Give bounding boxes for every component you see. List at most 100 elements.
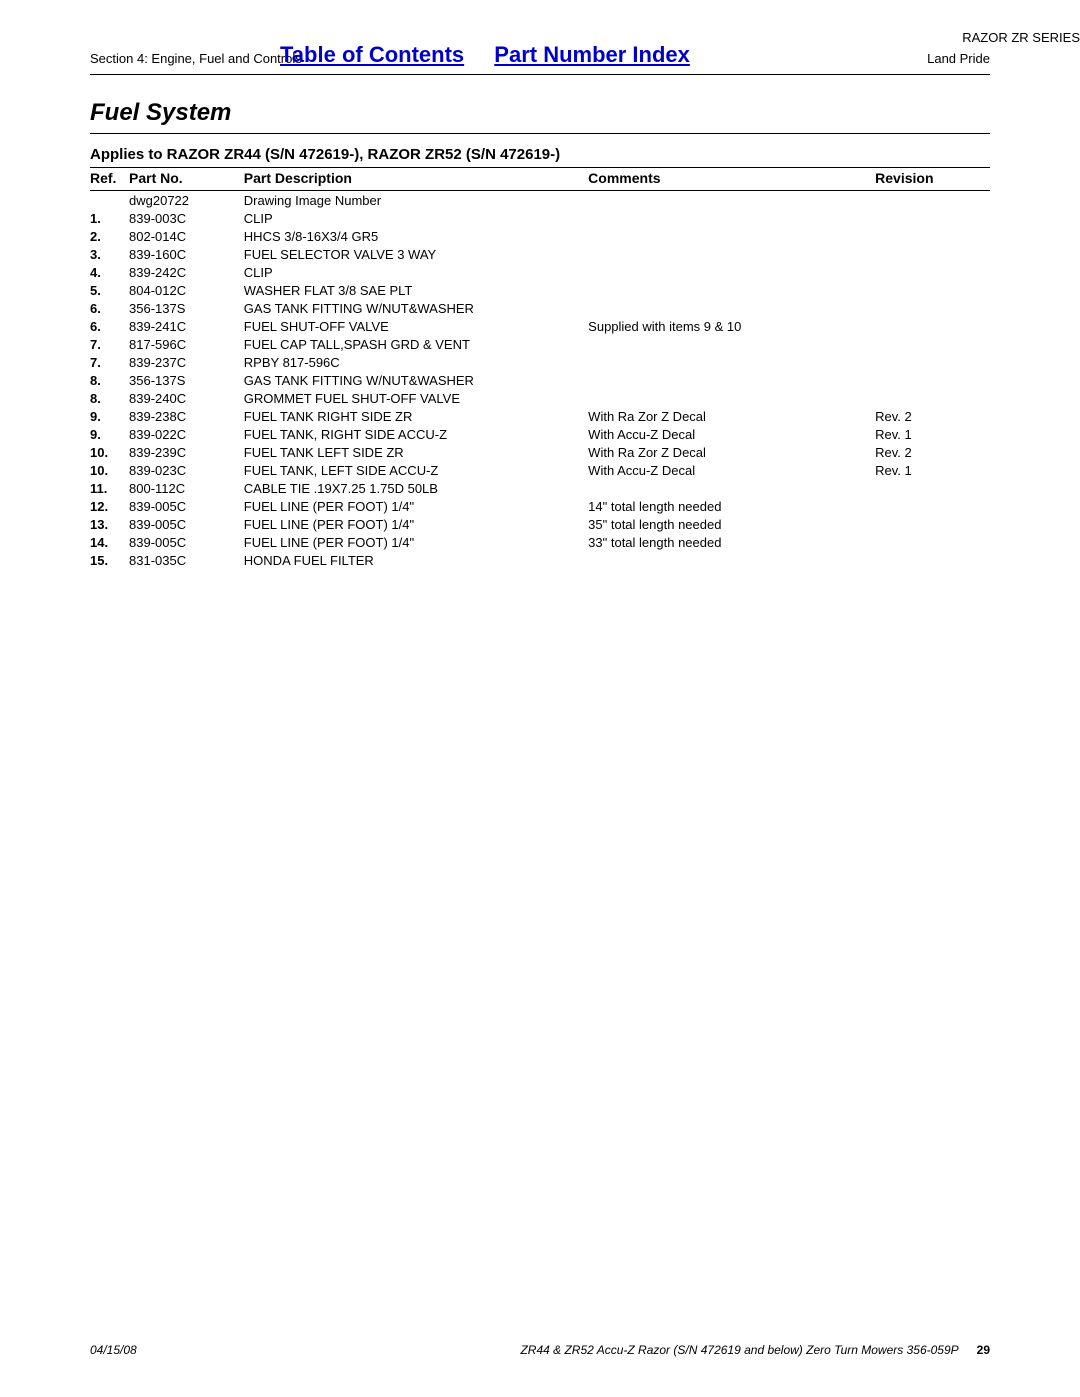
cell-desc: FUEL TANK, RIGHT SIDE ACCU-Z	[244, 425, 588, 443]
cell-ref: 14.	[90, 533, 129, 551]
cell-desc: WASHER FLAT 3/8 SAE PLT	[244, 281, 588, 299]
cell-comments	[588, 227, 875, 245]
cell-desc: RPBY 817-596C	[244, 353, 588, 371]
cell-desc: FUEL TANK LEFT SIDE ZR	[244, 443, 588, 461]
cell-partno: 839-237C	[129, 353, 244, 371]
cell-comments	[588, 335, 875, 353]
cell-partno: 802-014C	[129, 227, 244, 245]
title-rule	[90, 133, 990, 134]
cell-ref: 9.	[90, 425, 129, 443]
table-row: 15.831-035CHONDA FUEL FILTER	[90, 551, 990, 569]
table-row: dwg20722Drawing Image Number	[90, 191, 990, 210]
cell-partno: 839-022C	[129, 425, 244, 443]
cell-ref: 9.	[90, 407, 129, 425]
table-row: 3.839-160CFUEL SELECTOR VALVE 3 WAY	[90, 245, 990, 263]
cell-partno: 817-596C	[129, 335, 244, 353]
cell-revision: Rev. 2	[875, 407, 990, 425]
part-number-index-link[interactable]: Part Number Index	[494, 42, 690, 67]
cell-comments: 33" total length needed	[588, 533, 875, 551]
cell-comments	[588, 389, 875, 407]
cell-desc: FUEL LINE (PER FOOT) 1/4"	[244, 533, 588, 551]
section-label: Section 4: Engine, Fuel and Controls	[90, 51, 302, 66]
table-row: 13.839-005CFUEL LINE (PER FOOT) 1/4"35" …	[90, 515, 990, 533]
cell-ref: 11.	[90, 479, 129, 497]
cell-desc: FUEL SELECTOR VALVE 3 WAY	[244, 245, 588, 263]
cell-desc: CLIP	[244, 263, 588, 281]
cell-partno: 804-012C	[129, 281, 244, 299]
footer-doc: ZR44 & ZR52 Accu-Z Razor (S/N 472619 and…	[520, 1343, 958, 1357]
parts-table: Ref. Part No. Part Description Comments …	[90, 167, 990, 569]
cell-comments	[588, 245, 875, 263]
cell-comments	[588, 281, 875, 299]
cell-revision	[875, 299, 990, 317]
cell-desc: FUEL LINE (PER FOOT) 1/4"	[244, 515, 588, 533]
table-row: 7.817-596CFUEL CAP TALL,SPASH GRD & VENT	[90, 335, 990, 353]
header-links: Table of Contents Part Number Index	[280, 42, 714, 68]
col-header-desc: Part Description	[244, 168, 588, 191]
table-row: 10.839-023CFUEL TANK, LEFT SIDE ACCU-ZWi…	[90, 461, 990, 479]
cell-comments	[588, 191, 875, 210]
table-row: 1.839-003CCLIP	[90, 209, 990, 227]
cell-comments	[588, 353, 875, 371]
cell-desc: Drawing Image Number	[244, 191, 588, 210]
cell-comments	[588, 371, 875, 389]
table-row: 2.802-014CHHCS 3/8-16X3/4 GR5	[90, 227, 990, 245]
cell-ref: 5.	[90, 281, 129, 299]
cell-revision	[875, 335, 990, 353]
table-row: 5.804-012CWASHER FLAT 3/8 SAE PLT	[90, 281, 990, 299]
cell-comments	[588, 299, 875, 317]
table-row: 12.839-005CFUEL LINE (PER FOOT) 1/4"14" …	[90, 497, 990, 515]
table-row: 6.356-137SGAS TANK FITTING W/NUT&WASHER	[90, 299, 990, 317]
cell-ref: 6.	[90, 299, 129, 317]
cell-revision: Rev. 1	[875, 425, 990, 443]
cell-revision	[875, 353, 990, 371]
cell-partno: dwg20722	[129, 191, 244, 210]
cell-desc: FUEL TANK, LEFT SIDE ACCU-Z	[244, 461, 588, 479]
cell-revision	[875, 263, 990, 281]
cell-revision	[875, 227, 990, 245]
cell-partno: 839-240C	[129, 389, 244, 407]
table-row: 9.839-022CFUEL TANK, RIGHT SIDE ACCU-ZWi…	[90, 425, 990, 443]
cell-partno: 800-112C	[129, 479, 244, 497]
page-title: Fuel System	[90, 99, 990, 127]
cell-ref: 3.	[90, 245, 129, 263]
table-head: Ref. Part No. Part Description Comments …	[90, 168, 990, 191]
col-header-comments: Comments	[588, 168, 875, 191]
cell-comments	[588, 209, 875, 227]
cell-comments: 14" total length needed	[588, 497, 875, 515]
table-row: 10.839-239CFUEL TANK LEFT SIDE ZRWith Ra…	[90, 443, 990, 461]
series-label: RAZOR ZR SERIES	[962, 30, 1080, 45]
cell-ref: 4.	[90, 263, 129, 281]
table-row: 4.839-242CCLIP	[90, 263, 990, 281]
cell-partno: 839-023C	[129, 461, 244, 479]
cell-comments	[588, 479, 875, 497]
cell-desc: GROMMET FUEL SHUT-OFF VALVE	[244, 389, 588, 407]
col-header-revision: Revision	[875, 168, 990, 191]
cell-revision: Rev. 1	[875, 461, 990, 479]
cell-partno: 839-241C	[129, 317, 244, 335]
cell-partno: 839-005C	[129, 533, 244, 551]
cell-desc: CLIP	[244, 209, 588, 227]
page-footer: 04/15/08 ZR44 & ZR52 Accu-Z Razor (S/N 4…	[90, 1343, 990, 1357]
table-row: 14.839-005CFUEL LINE (PER FOOT) 1/4"33" …	[90, 533, 990, 551]
cell-revision	[875, 497, 990, 515]
page-header: Section 4: Engine, Fuel and Controls Tab…	[90, 40, 990, 68]
cell-ref: 13.	[90, 515, 129, 533]
cell-partno: 839-160C	[129, 245, 244, 263]
cell-revision	[875, 281, 990, 299]
cell-revision	[875, 533, 990, 551]
col-header-partno: Part No.	[129, 168, 244, 191]
cell-ref: 2.	[90, 227, 129, 245]
cell-desc: FUEL SHUT-OFF VALVE	[244, 317, 588, 335]
cell-comments: With Ra Zor Z Decal	[588, 443, 875, 461]
cell-comments: With Accu-Z Decal	[588, 461, 875, 479]
toc-link[interactable]: Table of Contents	[280, 42, 464, 67]
table-row: 7.839-237CRPBY 817-596C	[90, 353, 990, 371]
cell-comments	[588, 551, 875, 569]
cell-revision: Rev. 2	[875, 443, 990, 461]
cell-partno: 839-239C	[129, 443, 244, 461]
cell-revision	[875, 209, 990, 227]
brand-label: Land Pride	[927, 51, 990, 66]
footer-page-number: 29	[977, 1343, 990, 1357]
cell-revision	[875, 389, 990, 407]
